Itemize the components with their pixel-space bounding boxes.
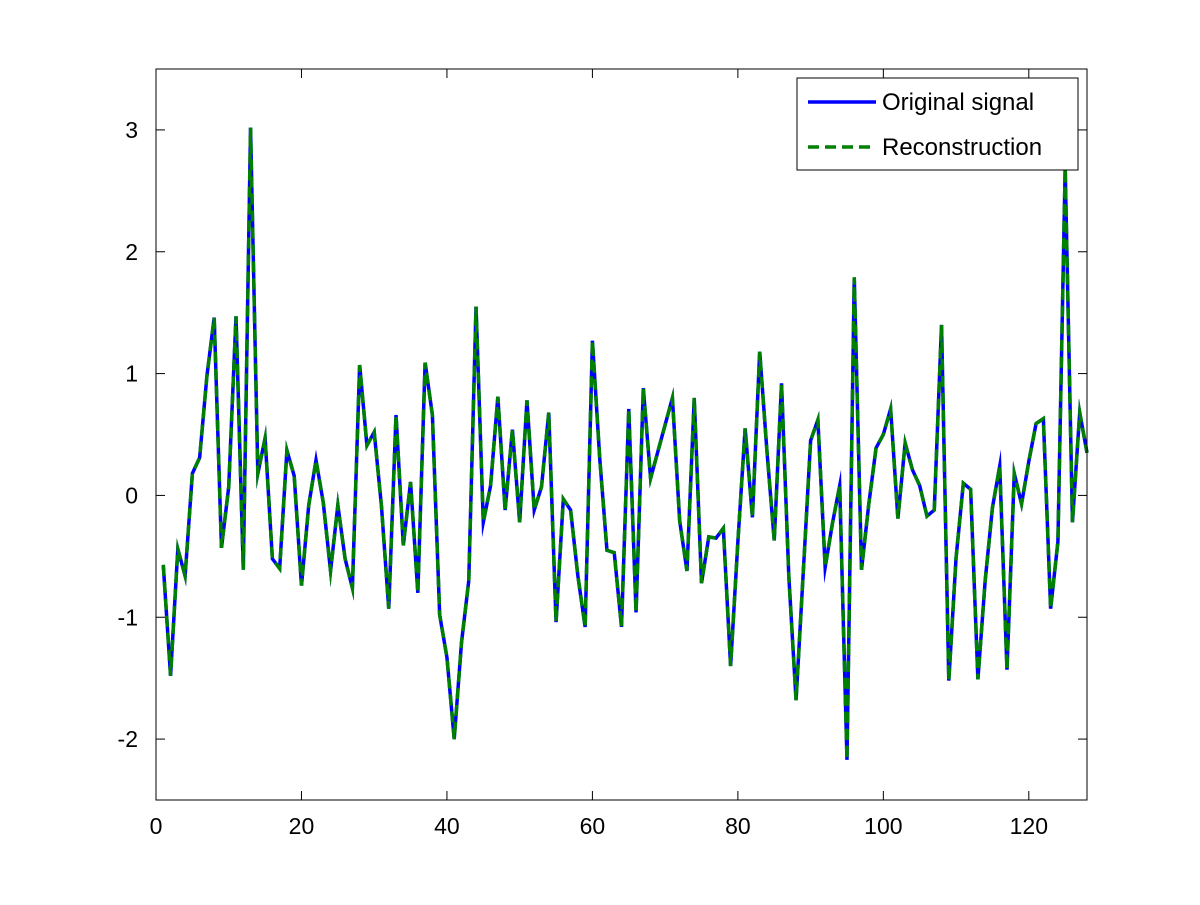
x-tick-label: 80	[725, 813, 751, 839]
x-tick-label: 20	[289, 813, 315, 839]
y-tick-label: -2	[118, 726, 138, 752]
legend-label-reconstruction: Reconstruction	[882, 134, 1042, 161]
y-tick-label: 2	[125, 239, 138, 265]
ticks-layer: 0 20 40 60 80 100 120 -2 -1 0 1 2 3	[118, 68, 1088, 839]
y-tick-label: 1	[125, 361, 138, 387]
legend: Original signal Reconstruction	[796, 77, 1079, 171]
y-tick-label: -1	[118, 604, 138, 630]
x-tick-label: 100	[864, 813, 902, 839]
plot-background	[156, 69, 1087, 800]
legend-label-original-signal: Original signal	[882, 89, 1034, 116]
y-tick-label: 0	[125, 482, 138, 508]
series-line-reconstruction	[161, 127, 1089, 760]
series-layer	[161, 127, 1089, 760]
x-tick-label: 120	[1010, 813, 1048, 839]
x-tick-label: 40	[434, 813, 460, 839]
plot-area	[156, 69, 1087, 800]
legend-box	[796, 77, 1079, 171]
x-tick-label: 0	[150, 813, 163, 839]
axes-frame	[155, 68, 1088, 801]
y-tick-label: 3	[125, 117, 138, 143]
x-tick-label: 60	[580, 813, 606, 839]
